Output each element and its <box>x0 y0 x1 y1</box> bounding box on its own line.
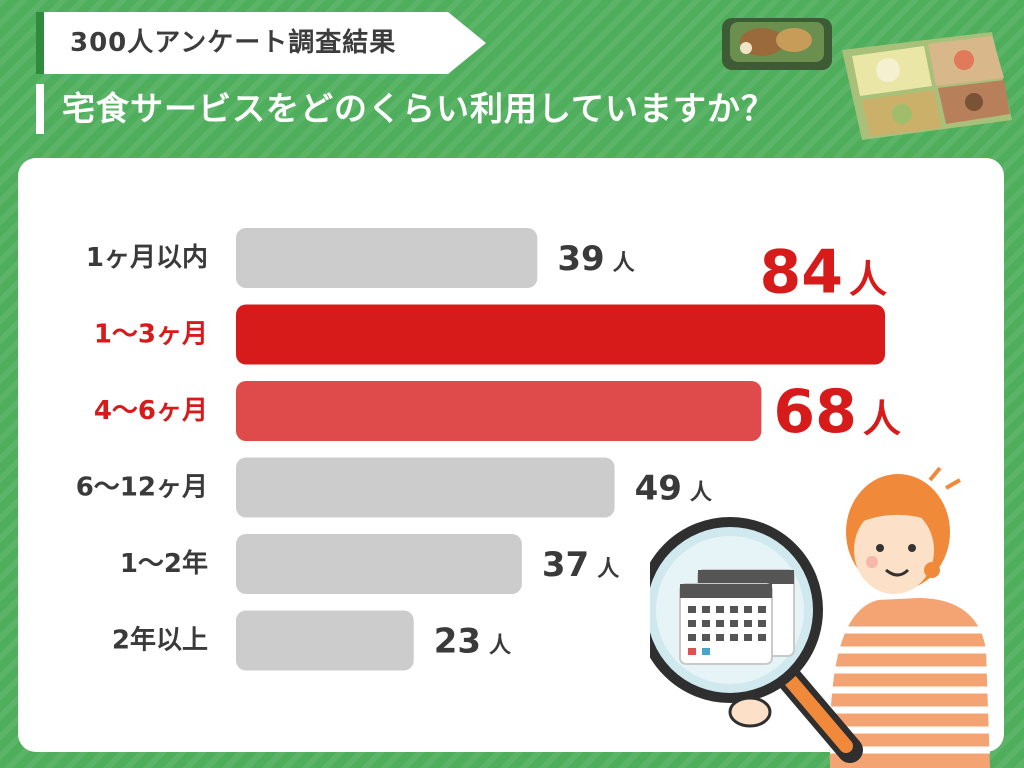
category-label: 4〜6ヶ月 <box>94 396 208 426</box>
bar <box>236 228 538 288</box>
bar <box>236 534 522 594</box>
survey-tag: 300人アンケート調査結果 <box>36 12 486 74</box>
page-title: 宅食サービスをどのくらい利用していますか？ <box>62 89 776 128</box>
value-label: 49 人 <box>635 469 712 509</box>
woman-with-magnifier-calendar-icon <box>650 466 990 768</box>
title-accent-bar <box>36 84 44 134</box>
category-label: 1〜3ヶ月 <box>94 320 208 350</box>
value-label: 37 人 <box>542 545 619 585</box>
survey-tag-label: 300人アンケート調査結果 <box>70 28 397 58</box>
value-label: 68 人 <box>773 377 901 447</box>
bar <box>236 381 762 441</box>
value-label: 84 人 <box>759 238 887 308</box>
category-label: 6〜12ヶ月 <box>76 473 208 503</box>
value-label: 23 人 <box>434 622 511 662</box>
category-label: 2年以上 <box>112 625 208 656</box>
tag-ribbon-shape <box>36 12 486 74</box>
bar-chart: 1ヶ月以内 39 人 1〜3ヶ月 84 人 4〜6ヶ月 68 人 6〜12ヶ月 49 人 1〜2年 37 人… <box>76 228 901 671</box>
bar <box>236 457 615 518</box>
bento-box-food-icon <box>722 18 1012 140</box>
value-label: 39 人 <box>557 239 634 279</box>
category-label: 1〜2年 <box>120 548 208 579</box>
category-label: 1ヶ月以内 <box>86 243 208 273</box>
bar <box>236 610 414 671</box>
bar <box>236 304 885 365</box>
